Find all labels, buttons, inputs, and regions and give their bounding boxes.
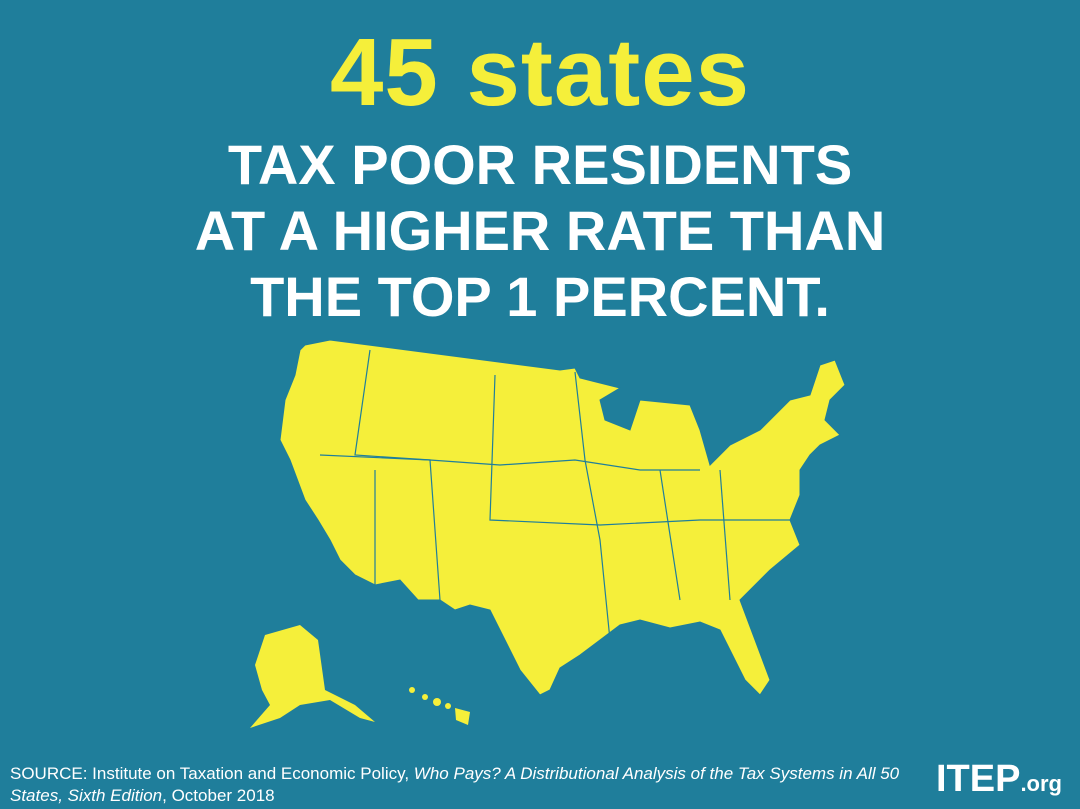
subhead-line: AT A HIGHER RATE THAN (194, 199, 886, 262)
state-borders (319, 349, 790, 641)
source-title: Who Pays? A Distributional Analysis of t… (10, 764, 900, 805)
source-suffix: , October 2018 (162, 786, 275, 805)
logo: ITEP.org (936, 758, 1062, 801)
subhead-line: THE TOP 1 PERCENT. (250, 265, 830, 328)
source: SOURCE: Institute on Taxation and Econom… (10, 763, 910, 807)
subhead: TAX POOR RESIDENTS AT A HIGHER RATE THAN… (0, 132, 1080, 330)
subhead-line: TAX POOR RESIDENTS (227, 133, 853, 196)
source-prefix: SOURCE: Institute on Taxation and Econom… (10, 764, 414, 783)
logo-domain: .org (1020, 771, 1062, 796)
hawaii (409, 687, 470, 725)
headline: 45 states (330, 19, 750, 126)
alaska (250, 625, 375, 728)
us-map (250, 339, 846, 728)
contiguous-us (279, 339, 846, 696)
logo-name: ITEP (935, 758, 1021, 800)
